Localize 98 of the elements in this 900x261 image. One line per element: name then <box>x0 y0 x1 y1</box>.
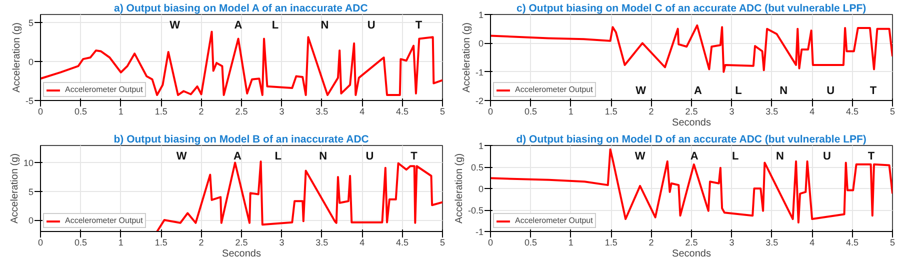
y-tick-label: -0.5 <box>468 206 484 216</box>
annotation: L <box>732 150 739 163</box>
x-tick-label: 5 <box>890 238 896 248</box>
annotation: T <box>870 85 877 98</box>
annotation: N <box>320 20 329 32</box>
x-tick-label: 0 <box>38 238 44 248</box>
annotation: U <box>823 150 831 163</box>
annotation: W <box>170 20 181 32</box>
chart-title: c) Output biasing on Model C of an accurate ADC (but vulnerable LPF) <box>516 2 866 14</box>
x-tick-label: 2 <box>198 238 204 248</box>
annotation: U <box>826 85 835 98</box>
x-tick-label: 1 <box>568 238 574 248</box>
y-tick-label: 0 <box>478 184 484 194</box>
annotation: U <box>367 20 376 32</box>
x-axis-title: Seconds <box>672 248 711 260</box>
x-tick-label: 2.5 <box>235 106 248 116</box>
x-tick-label: 5 <box>890 106 896 116</box>
x-tick-label: 5 <box>440 106 446 116</box>
y-axis-title: Acceleration (g) <box>9 153 20 224</box>
annotation: N <box>780 85 788 98</box>
y-tick-label: -2 <box>476 96 484 106</box>
y-axis-title: Acceleration (g) <box>462 22 472 93</box>
annotation: L <box>274 150 282 163</box>
annotation: A <box>234 20 242 32</box>
y-axis-title: Acceleration (g) <box>12 22 22 93</box>
x-tick-label: 3.5 <box>316 106 328 116</box>
x-tick-label: 1.5 <box>154 106 168 116</box>
legend-label: Accelerometer Output <box>65 216 143 225</box>
x-tick-label: 0 <box>38 106 44 116</box>
x-tick-label: 1 <box>118 106 124 116</box>
x-tick-label: 4.5 <box>846 238 859 248</box>
chart-title: a) Output biasing on Model A of an inaccurate ADC <box>114 2 368 14</box>
annotation: W <box>634 150 646 163</box>
x-tick-label: 4 <box>360 106 365 116</box>
y-tick-label: 5 <box>28 18 34 28</box>
legend-label: Accelerometer Output <box>515 216 593 225</box>
x-tick-label: 3 <box>279 106 284 116</box>
x-tick-label: 1.5 <box>604 106 618 116</box>
x-tick-label: 2 <box>648 238 654 248</box>
x-tick-label: 2.5 <box>235 238 248 248</box>
legend-label: Accelerometer Output <box>65 85 143 94</box>
annotation: N <box>776 150 784 163</box>
annotation: L <box>735 85 742 98</box>
x-tick-label: 0.5 <box>524 106 537 116</box>
y-axis-title: Acceleration (g) <box>454 153 465 224</box>
x-tick-label: 0.5 <box>524 238 537 248</box>
x-tick-label: 4 <box>810 238 815 248</box>
y-tick-label: 0 <box>28 56 34 67</box>
y-tick-label: 1 <box>478 10 484 20</box>
x-tick-label: 4 <box>360 238 365 248</box>
y-tick-label: -1 <box>476 227 484 237</box>
x-tick-label: 4 <box>810 106 815 116</box>
y-tick-label: 0.5 <box>470 162 484 172</box>
annotation: A <box>694 85 702 98</box>
x-tick-label: 2 <box>198 106 204 116</box>
legend-label: Accelerometer Output <box>515 85 593 94</box>
annotation: L <box>272 20 279 32</box>
x-axis-title: Seconds <box>222 248 261 260</box>
x-tick-label: 1.5 <box>154 238 168 248</box>
x-tick-label: 3.5 <box>316 238 328 248</box>
y-tick-label: 10 <box>23 158 34 168</box>
x-tick-label: 1.5 <box>604 238 618 248</box>
chart-title: b) Output biasing on Model B of an inaccurate ADC <box>114 134 370 146</box>
x-tick-label: 3.5 <box>766 106 778 116</box>
annotation: T <box>415 20 422 32</box>
y-tick-label: 5 <box>28 186 34 197</box>
x-tick-label: 3 <box>729 106 734 116</box>
annotation: W <box>636 85 647 98</box>
x-tick-label: 3 <box>279 238 284 248</box>
x-tick-label: 2.5 <box>685 238 698 248</box>
y-tick-label: 0 <box>28 216 34 226</box>
x-tick-label: 5 <box>440 238 446 248</box>
x-tick-label: 0.5 <box>74 106 87 116</box>
x-tick-label: 3 <box>729 238 734 248</box>
x-tick-label: 4.5 <box>846 106 859 116</box>
y-tick-label: 1 <box>478 141 484 151</box>
y-tick-label: -5 <box>26 96 34 106</box>
annotation: U <box>366 150 374 163</box>
x-axis-title: Seconds <box>672 118 711 128</box>
y-tick-label: -1 <box>476 67 484 78</box>
x-tick-label: 1 <box>118 238 124 248</box>
x-tick-label: 1 <box>568 106 574 116</box>
y-tick-label: 0 <box>478 38 484 49</box>
chart-title: d) Output biasing on Model D of an accurate ADC (but vulnerable LPF) <box>516 134 866 146</box>
annotation: T <box>868 150 875 163</box>
x-tick-label: 3.5 <box>766 238 778 248</box>
annotation: T <box>410 150 418 163</box>
x-tick-label: 0 <box>488 106 494 116</box>
annotation: A <box>690 150 698 163</box>
x-tick-label: 4.5 <box>396 238 409 248</box>
x-tick-label: 0 <box>488 238 494 248</box>
annotation: N <box>319 150 328 163</box>
annotation: W <box>176 150 188 163</box>
x-tick-label: 4.5 <box>396 106 409 116</box>
x-tick-label: 2.5 <box>685 106 698 116</box>
annotation: A <box>234 150 242 163</box>
x-tick-label: 2 <box>648 106 654 116</box>
x-tick-label: 0.5 <box>74 238 87 248</box>
